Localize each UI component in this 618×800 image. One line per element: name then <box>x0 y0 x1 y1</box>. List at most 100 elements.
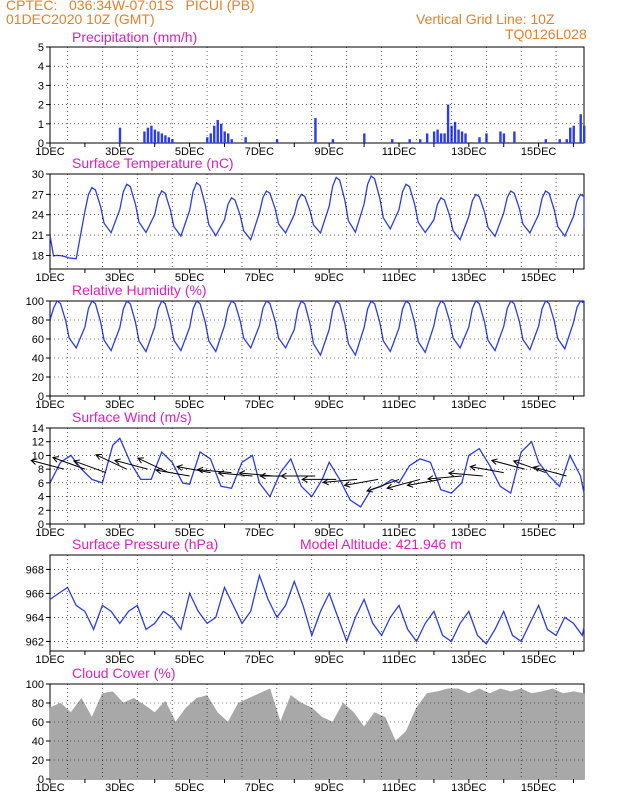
precip-bar <box>460 131 464 143</box>
wind-arrow-head <box>490 458 498 465</box>
wind-arrow <box>323 478 358 483</box>
precip-bar <box>118 127 122 143</box>
temp-panel: 18 21 24 27 30 1DEC 3DEC 5DEC 7DEC 9DEC 11DEC 13DEC… <box>32 155 585 284</box>
precip-day-label: 15DEC <box>521 146 557 158</box>
pressure-frame <box>49 554 585 652</box>
precip-bar <box>565 139 568 143</box>
wind-arrow <box>407 478 441 486</box>
precip-bar <box>569 127 572 143</box>
precip-day-label: 7DEC <box>245 146 274 158</box>
cloud-day-label: 11DEC <box>382 782 417 794</box>
wind-arrow-head <box>469 464 477 471</box>
grid-line-header: Vertical Grid Line: 10Z <box>416 11 555 27</box>
rh-day-label: 3DEC <box>105 399 134 411</box>
cloud-ytick-label: 0 <box>38 774 44 786</box>
precip-bar <box>425 133 429 143</box>
station-header: CPTEC: 036:34W-07:01S PICUI (PB) <box>6 0 255 13</box>
wind-arrow <box>427 475 462 480</box>
wind-arrow <box>197 469 232 474</box>
precip-bar <box>513 131 516 143</box>
wind-arrow <box>513 460 546 474</box>
pressure-day-label: 15DEC <box>521 654 557 666</box>
wind-arrow-head <box>196 466 204 474</box>
precip-bar <box>227 133 230 143</box>
precip-title: Precipitation (mm/h) <box>72 29 197 45</box>
wind-arrow <box>533 466 567 477</box>
temp-title: Surface Temperature (nC) <box>72 155 234 171</box>
precip-bar <box>432 131 436 143</box>
precip-bar <box>150 125 153 143</box>
pressure-ytick-label: 966 <box>26 588 44 600</box>
precip-bar <box>579 114 582 143</box>
wind-arrow-head <box>95 453 102 460</box>
precip-bar <box>408 139 411 143</box>
wind-arrow-head <box>447 470 455 477</box>
wind-ytick-label: 0 <box>38 519 44 531</box>
precip-frame <box>49 46 585 144</box>
wind-arrow <box>366 478 400 492</box>
pressure-day-label: 7DEC <box>245 654 274 666</box>
precip-bar <box>453 121 457 143</box>
cloud-day-label: 15DEC <box>521 782 557 794</box>
cloud-ytick-label: 40 <box>32 736 44 748</box>
wind-day-label: 11DEC <box>382 527 417 539</box>
temp-ytick-label: 18 <box>32 250 44 262</box>
wind-ytick-label: 14 <box>32 423 44 435</box>
precip-ytick-label: 2 <box>38 100 44 112</box>
precip-bar <box>544 139 548 143</box>
wind-day-label: 1DEC <box>35 527 64 539</box>
wind-arrow <box>114 459 148 470</box>
cloud-day-label: 5DEC <box>175 782 204 794</box>
precip-ytick-label: 0 <box>38 138 44 150</box>
wind-arrow <box>73 460 107 474</box>
temp-day-label: 7DEC <box>245 272 274 284</box>
precip-bar <box>213 125 216 143</box>
precip-bar <box>558 139 561 143</box>
precip-bar <box>331 139 335 143</box>
wind-arrow <box>386 478 421 489</box>
precip-bar <box>464 133 467 143</box>
wind-arrow <box>470 466 504 474</box>
wind-arrow-head <box>280 472 287 480</box>
wind-arrow-head <box>155 467 162 475</box>
rh-ytick-label: 80 <box>32 315 44 327</box>
temp-day-label: 3DEC <box>105 272 134 284</box>
cloud-ytick-label: 100 <box>26 679 44 691</box>
wind-ytick-label: 8 <box>38 464 44 476</box>
wind-arrow-head <box>301 476 308 483</box>
temp-day-label: 5DEC <box>175 272 204 284</box>
precip-bar <box>391 139 394 143</box>
pressure-day-label: 13DEC <box>451 654 487 666</box>
pressure-day-label: 3DEC <box>105 654 134 666</box>
precip-bar <box>478 137 481 143</box>
precip-bar <box>164 135 167 143</box>
cloud-ytick-label: 60 <box>32 717 44 729</box>
date-header: 01DEC2020 10Z (GMT) <box>6 11 155 27</box>
pressure-day-label: 11DEC <box>382 654 417 666</box>
wind-arrow-head <box>343 481 351 488</box>
wind-arrow <box>344 478 379 486</box>
rh-ytick-label: 0 <box>38 391 44 403</box>
cloud-day-label: 3DEC <box>105 782 134 794</box>
temp-day-label: 13DEC <box>451 272 487 284</box>
precip-bar <box>275 139 279 143</box>
precip-bar <box>499 131 502 143</box>
cloud-day-label: 7DEC <box>245 782 274 794</box>
model-altitude-label: Model Altitude: 421.946 m <box>300 536 462 552</box>
precip-bar <box>146 127 150 143</box>
precip-bar <box>153 129 157 143</box>
temp-day-label: 1DEC <box>35 272 64 284</box>
precip-bar <box>572 125 575 143</box>
rh-day-label: 9DEC <box>315 399 344 411</box>
precip-bar <box>206 137 209 143</box>
precip-bar <box>167 137 171 143</box>
pressure-title: Surface Pressure (hPa) <box>72 536 218 552</box>
wind-day-label: 13DEC <box>451 527 487 539</box>
wind-arrow <box>448 472 483 477</box>
precip-day-label: 3DEC <box>105 146 134 158</box>
wind-arrow-head <box>386 483 394 491</box>
precip-bar <box>583 125 586 143</box>
precip-bar <box>363 133 366 143</box>
rh-day-label: 1DEC <box>35 399 64 411</box>
